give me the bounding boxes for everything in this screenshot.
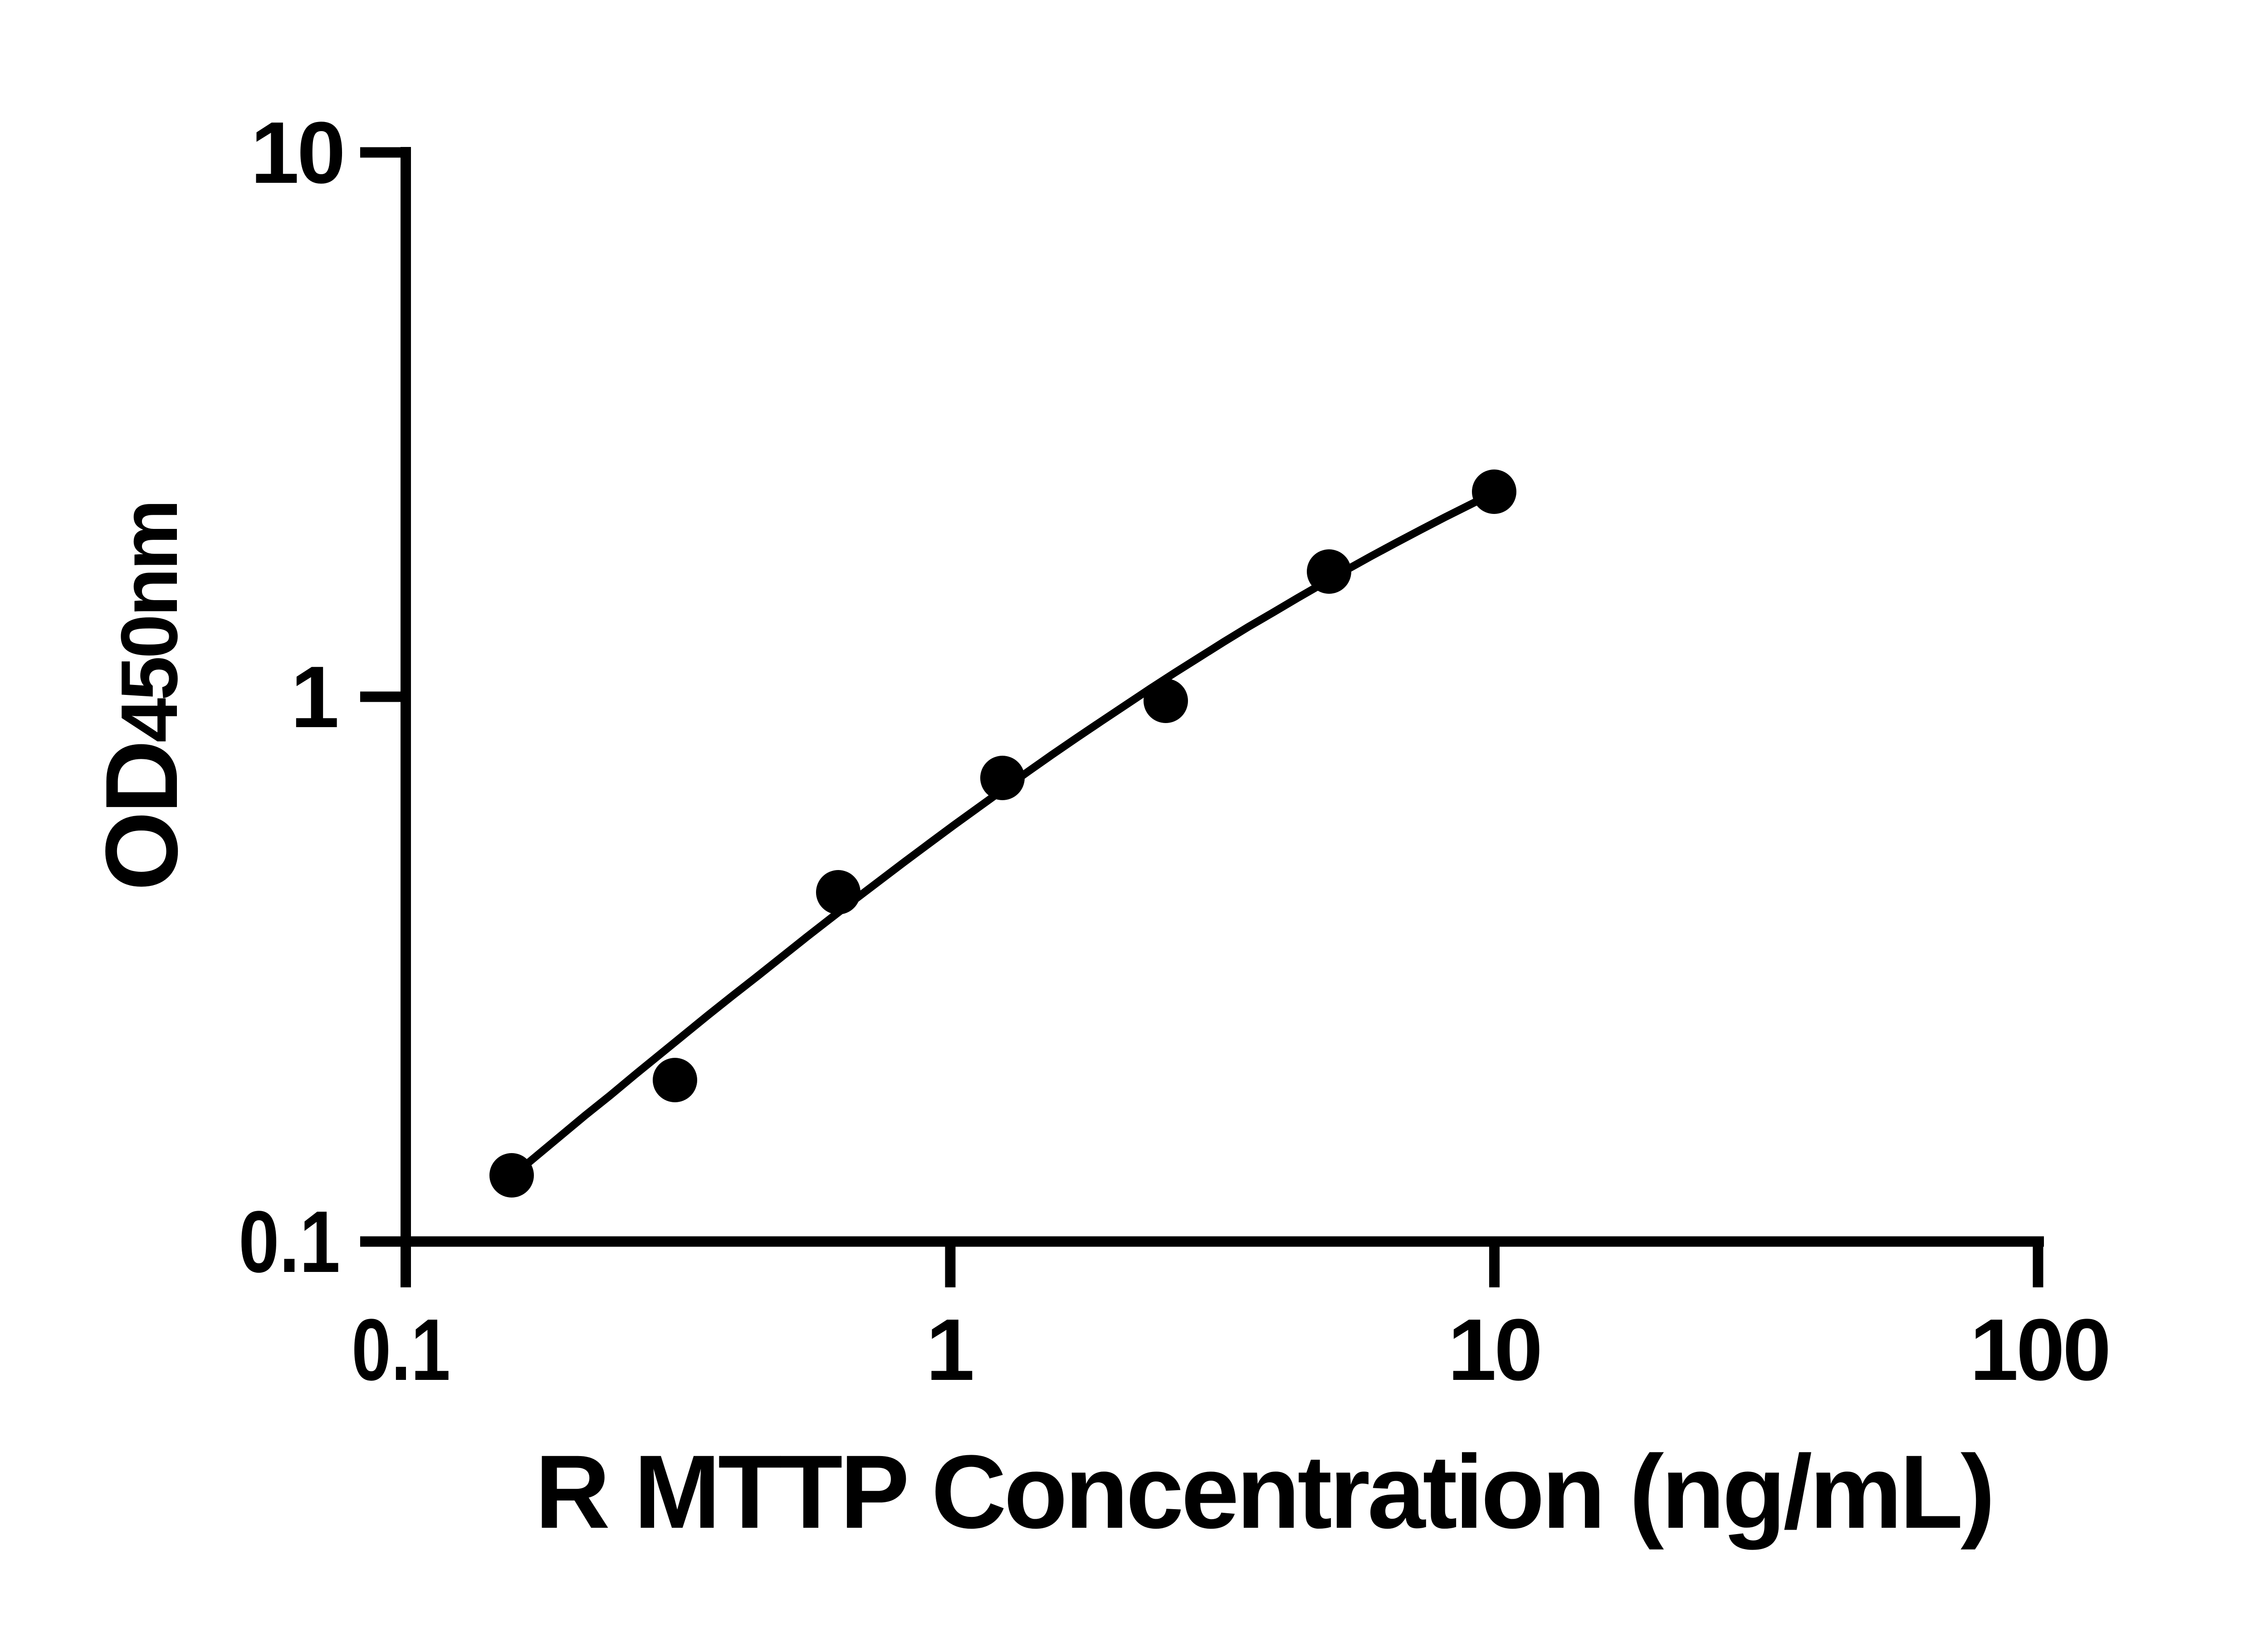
svg-text:1: 1 [291, 648, 339, 746]
svg-text:10: 10 [250, 103, 343, 201]
svg-text:R MTTP Concentration (ng/mL): R MTTP Concentration (ng/mL) [535, 1433, 1993, 1550]
svg-text:0.1: 0.1 [352, 1301, 450, 1398]
svg-text:OD450nm: OD450nm [84, 502, 199, 891]
svg-text:1: 1 [926, 1301, 974, 1398]
svg-text:10: 10 [1448, 1301, 1541, 1398]
svg-text:100: 100 [1970, 1301, 2109, 1398]
svg-text:0.1: 0.1 [239, 1193, 340, 1291]
